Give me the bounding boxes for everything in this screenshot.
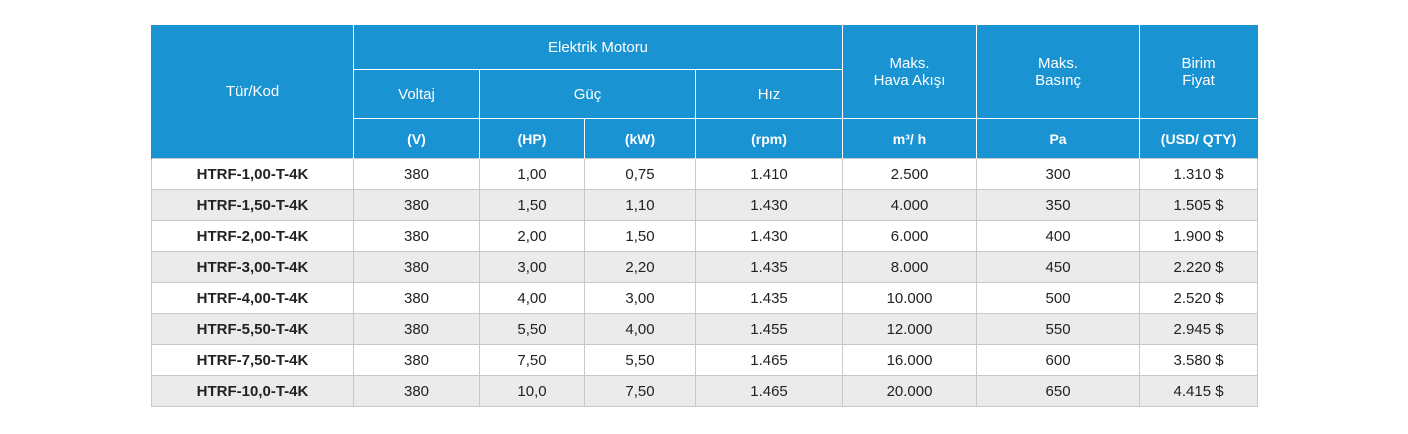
unit-hp: (HP): [479, 118, 585, 159]
cell-code: HTRF-1,50-T-4K: [151, 189, 354, 221]
cell-price: 2.520 $: [1139, 282, 1259, 314]
cell-hp: 1,50: [479, 189, 585, 221]
cell-airflow: 2.500: [842, 158, 978, 190]
cell-kw: 5,50: [584, 344, 696, 376]
cell-hp: 1,00: [479, 158, 585, 190]
cell-airflow: 4.000: [842, 189, 978, 221]
price-spec-table: Tür/Kod Elektrik Motoru Maks. Hava Akışı…: [151, 25, 1259, 407]
cell-rpm: 1.410: [694, 158, 844, 190]
cell-pressure: 450: [976, 251, 1141, 283]
cell-pressure: 500: [976, 282, 1141, 314]
cell-hp: 3,00: [479, 251, 585, 283]
cell-kw: 7,50: [584, 375, 696, 407]
cell-rpm: 1.465: [694, 375, 844, 407]
header-maks-basinc-line2: Basınç: [1035, 71, 1081, 89]
unit-airflow: m³/ h: [842, 118, 978, 159]
cell-voltaj: 380: [353, 189, 480, 221]
header-guc: Güç: [479, 69, 696, 119]
cell-kw: 3,00: [584, 282, 696, 314]
unit-rpm: (rpm): [694, 118, 844, 159]
cell-hp: 4,00: [479, 282, 585, 314]
table-row: HTRF-5,50-T-4K 380 5,50 4,00 1.455 12.00…: [151, 313, 1259, 345]
cell-price: 1.900 $: [1139, 220, 1259, 252]
cell-rpm: 1.435: [694, 282, 844, 314]
cell-voltaj: 380: [353, 158, 480, 190]
header-maks-hava-line1: Maks.: [889, 54, 930, 72]
cell-pressure: 300: [976, 158, 1141, 190]
header-birim-fiyat-line2: Fiyat: [1182, 71, 1215, 89]
table-row: HTRF-7,50-T-4K 380 7,50 5,50 1.465 16.00…: [151, 344, 1259, 376]
cell-pressure: 550: [976, 313, 1141, 345]
cell-hp: 7,50: [479, 344, 585, 376]
cell-code: HTRF-7,50-T-4K: [151, 344, 354, 376]
cell-code: HTRF-10,0-T-4K: [151, 375, 354, 407]
cell-kw: 0,75: [584, 158, 696, 190]
cell-kw: 1,50: [584, 220, 696, 252]
cell-pressure: 400: [976, 220, 1141, 252]
cell-price: 4.415 $: [1139, 375, 1259, 407]
cell-code: HTRF-3,00-T-4K: [151, 251, 354, 283]
header-maks-basinc-line1: Maks.: [1038, 54, 1079, 72]
cell-rpm: 1.430: [694, 220, 844, 252]
cell-airflow: 6.000: [842, 220, 978, 252]
unit-pressure: Pa: [976, 118, 1141, 159]
cell-voltaj: 380: [353, 375, 480, 407]
cell-rpm: 1.455: [694, 313, 844, 345]
cell-airflow: 10.000: [842, 282, 978, 314]
cell-price: 2.220 $: [1139, 251, 1259, 283]
table-header: Tür/Kod Elektrik Motoru Maks. Hava Akışı…: [151, 25, 1259, 159]
header-maks-hava-akisi: Maks. Hava Akışı: [842, 25, 978, 119]
cell-hp: 2,00: [479, 220, 585, 252]
table-row: HTRF-1,00-T-4K 380 1,00 0,75 1.410 2.500…: [151, 158, 1259, 190]
cell-hp: 5,50: [479, 313, 585, 345]
unit-price: (USD/ QTY): [1139, 118, 1259, 159]
cell-pressure: 600: [976, 344, 1141, 376]
table-row: HTRF-1,50-T-4K 380 1,50 1,10 1.430 4.000…: [151, 189, 1259, 221]
header-birim-fiyat: Birim Fiyat: [1139, 25, 1259, 119]
table-body: HTRF-1,00-T-4K 380 1,00 0,75 1.410 2.500…: [151, 158, 1259, 407]
unit-kw: (kW): [584, 118, 696, 159]
header-hiz: Hız: [694, 69, 844, 119]
cell-airflow: 16.000: [842, 344, 978, 376]
cell-code: HTRF-4,00-T-4K: [151, 282, 354, 314]
header-elektrik-motoru: Elektrik Motoru: [352, 25, 844, 70]
table-row: HTRF-4,00-T-4K 380 4,00 3,00 1.435 10.00…: [151, 282, 1259, 314]
header-maks-hava-line2: Hava Akışı: [873, 71, 946, 89]
header-birim-fiyat-line1: Birim: [1181, 54, 1216, 72]
cell-voltaj: 380: [353, 313, 480, 345]
header-voltaj: Voltaj: [353, 69, 480, 119]
cell-voltaj: 380: [353, 251, 480, 283]
cell-rpm: 1.435: [694, 251, 844, 283]
cell-rpm: 1.465: [694, 344, 844, 376]
cell-code: HTRF-5,50-T-4K: [151, 313, 354, 345]
table-row: HTRF-10,0-T-4K 380 10,0 7,50 1.465 20.00…: [151, 375, 1259, 407]
cell-airflow: 12.000: [842, 313, 978, 345]
cell-price: 2.945 $: [1139, 313, 1259, 345]
cell-voltaj: 380: [353, 282, 480, 314]
cell-price: 1.310 $: [1139, 158, 1259, 190]
cell-kw: 4,00: [584, 313, 696, 345]
cell-hp: 10,0: [479, 375, 585, 407]
cell-pressure: 650: [976, 375, 1141, 407]
cell-airflow: 8.000: [842, 251, 978, 283]
cell-pressure: 350: [976, 189, 1141, 221]
table-row: HTRF-3,00-T-4K 380 3,00 2,20 1.435 8.000…: [151, 251, 1259, 283]
cell-voltaj: 380: [353, 220, 480, 252]
header-maks-basinc: Maks. Basınç: [976, 25, 1141, 119]
unit-volt: (V): [353, 118, 480, 159]
cell-code: HTRF-1,00-T-4K: [151, 158, 354, 190]
cell-voltaj: 380: [353, 344, 480, 376]
cell-kw: 2,20: [584, 251, 696, 283]
cell-airflow: 20.000: [842, 375, 978, 407]
header-tur-kod: Tür/Kod: [151, 25, 354, 159]
table-row: HTRF-2,00-T-4K 380 2,00 1,50 1.430 6.000…: [151, 220, 1259, 252]
cell-rpm: 1.430: [694, 189, 844, 221]
cell-price: 1.505 $: [1139, 189, 1259, 221]
cell-price: 3.580 $: [1139, 344, 1259, 376]
cell-code: HTRF-2,00-T-4K: [151, 220, 354, 252]
cell-kw: 1,10: [584, 189, 696, 221]
